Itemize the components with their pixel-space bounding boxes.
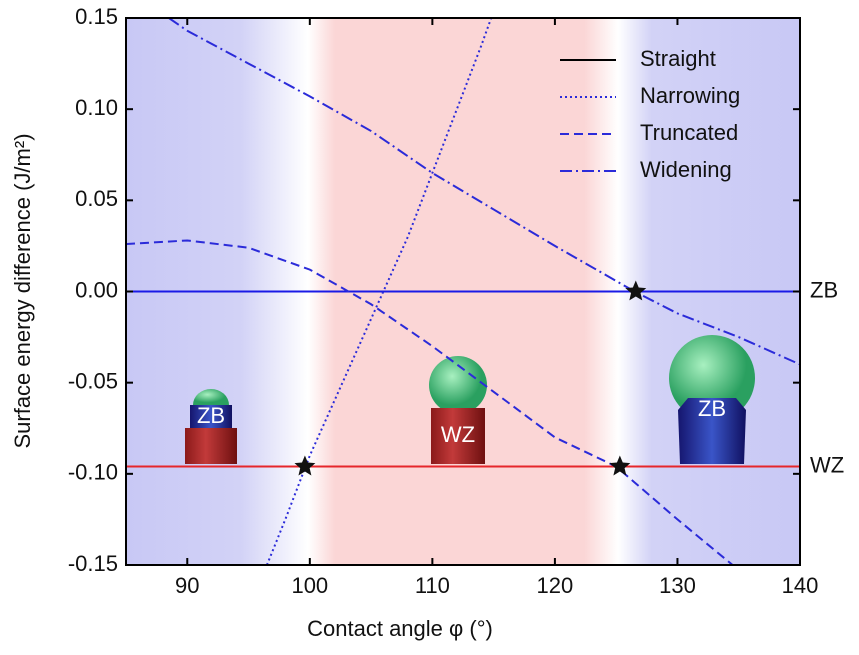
y-tick-label: 0.00	[75, 277, 118, 302]
inset-label: ZB	[698, 396, 726, 421]
series-line	[168, 18, 800, 366]
reference-label: WZ	[810, 452, 844, 477]
insets: ZB WZ ZB	[185, 335, 755, 464]
legend-label: Widening	[640, 157, 732, 182]
x-tick-label: 130	[659, 573, 696, 598]
inset-label: ZB	[197, 403, 225, 428]
y-tick-label: -0.15	[68, 551, 118, 576]
y-tick-label: 0.10	[75, 95, 118, 120]
x-tick-label: 140	[782, 573, 819, 598]
legend-label: Truncated	[640, 120, 738, 145]
x-tick-label: 100	[291, 573, 328, 598]
legend-label: Straight	[640, 46, 716, 71]
star-marker	[294, 455, 316, 476]
reference-label: ZB	[810, 277, 838, 302]
y-tick-label: 0.15	[75, 4, 118, 29]
y-tick-label: 0.05	[75, 186, 118, 211]
x-tick-label: 90	[175, 573, 199, 598]
series-line	[126, 239, 734, 565]
y-tick-label: -0.05	[68, 368, 118, 393]
legend-label: Narrowing	[640, 83, 740, 108]
x-tick-label: 110	[415, 573, 450, 598]
y-axis-label: Surface energy difference (J/m²)	[10, 133, 35, 448]
y-tick-label: -0.10	[68, 460, 118, 485]
series-line	[265, 18, 493, 565]
x-axis-label: Contact angle φ (°)	[307, 616, 493, 641]
star-marker	[609, 455, 631, 476]
x-tick-label: 120	[537, 573, 574, 598]
inset-label: WZ	[441, 422, 475, 447]
star-marker	[625, 280, 647, 301]
